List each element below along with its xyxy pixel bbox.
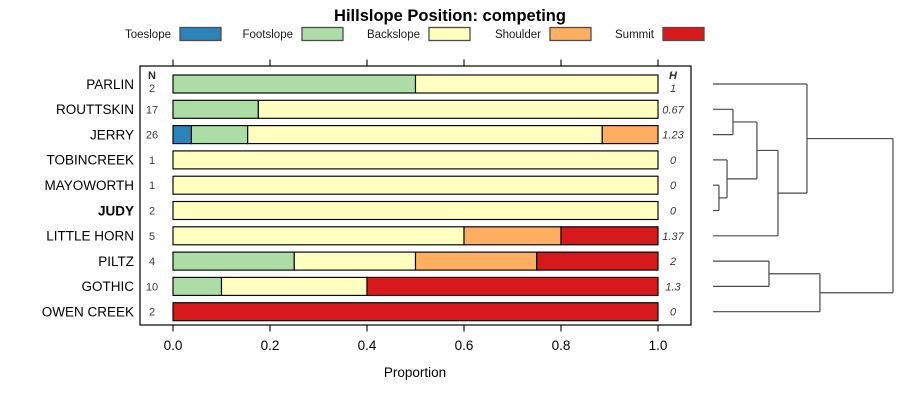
bar-segment-footslope: [172, 251, 295, 271]
row-label: JERRY: [90, 127, 134, 142]
row-label: LITTLE HORN: [46, 229, 134, 244]
legend-label-toeslope: Toeslope: [125, 29, 171, 41]
x-axis-tick-label: 0.8: [552, 338, 571, 353]
chart-title: Hillslope Position: competing: [334, 7, 566, 25]
legend-swatch-toeslope: [179, 26, 222, 42]
bar-segment-shoulder: [601, 125, 659, 145]
row-label: PILTZ: [98, 254, 134, 269]
bars: PARLIN 2 1 ROUTTSKIN 17 0.67 JERRY 26 1.23 TOBINC…: [42, 74, 685, 322]
row-n-value: 4: [149, 256, 155, 268]
bar-segment-backslope: [220, 276, 368, 296]
bar-segment-backslope: [172, 150, 659, 170]
row-n-value: 10: [146, 281, 158, 293]
plot-box: [139, 65, 692, 326]
legend-label-summit: Summit: [615, 29, 655, 41]
bar-segment-backslope: [172, 200, 659, 221]
legend-label-backslope: Backslope: [367, 29, 420, 41]
bar-segment-footslope: [172, 74, 417, 94]
bar-segment-summit: [536, 251, 659, 271]
row-n-value: 17: [146, 104, 158, 116]
x-axis-label: Proportion: [384, 365, 446, 380]
bar-segment-backslope: [293, 251, 417, 271]
plot-area: N H 0.0 0.2 0.4 0.6 0.8 1.0 Proportion PARLIN…: [42, 59, 692, 380]
row-h-value: 1: [670, 83, 676, 95]
bar-segment-backslope: [247, 125, 603, 145]
bar-segment-footslope: [172, 276, 223, 296]
row-label: JUDY: [98, 203, 134, 218]
bar-segment-toeslope: [172, 125, 193, 145]
dendrogram: [713, 83, 894, 313]
row-h-value: 0: [670, 206, 677, 218]
x-axis-tick-label: 0.0: [164, 338, 183, 353]
row-n-value: 2: [149, 83, 155, 95]
row-label: TOBINCREEK: [46, 153, 134, 168]
x-axis-tick-label: 1.0: [649, 338, 668, 353]
h-column-header: H: [669, 70, 678, 82]
x-axis-tick-label: 0.4: [358, 338, 377, 353]
bar-segment-shoulder: [463, 226, 562, 246]
bar-segment-summit: [172, 302, 659, 322]
bar-segment-backslope: [172, 175, 659, 195]
row-h-value: 0: [670, 307, 677, 319]
row-h-value: 2: [669, 256, 676, 268]
x-axis: 0.0 0.2 0.4 0.6 0.8 1.0: [164, 59, 668, 353]
row-n-value: 2: [149, 206, 155, 218]
x-axis-tick-label: 0.6: [455, 338, 474, 353]
legend-swatch-summit: [662, 26, 705, 42]
row-h-value: 1.37: [662, 231, 684, 243]
row-n-value: 1: [149, 180, 155, 192]
row-n-value: 2: [149, 307, 155, 319]
row-label: OWEN CREEK: [42, 305, 134, 320]
row-label: PARLIN: [86, 77, 134, 92]
row-h-value: 0.67: [662, 104, 684, 116]
bar-segment-footslope: [190, 125, 249, 145]
row-n-value: 1: [149, 155, 155, 167]
row-label: ROUTTSKIN: [56, 102, 134, 117]
legend-swatch-shoulder: [549, 26, 592, 42]
row-h-value: 1.3: [665, 281, 681, 293]
legend: Toeslope Footslope Backslope Shoulder Summit: [125, 26, 705, 42]
row-label: GOTHIC: [82, 279, 135, 294]
legend-swatch-footslope: [301, 26, 344, 42]
row-n-value: 26: [146, 130, 158, 142]
bar-segment-backslope: [414, 74, 659, 94]
legend-label-shoulder: Shoulder: [495, 29, 541, 41]
bar-segment-backslope: [257, 99, 659, 119]
legend-swatch-backslope: [428, 26, 471, 42]
bar-segment-backslope: [172, 226, 465, 246]
bar-segment-summit: [366, 276, 659, 296]
bar-segment-shoulder: [414, 251, 538, 271]
n-column-header: N: [148, 70, 156, 82]
bar-segment-footslope: [172, 99, 259, 119]
row-n-value: 5: [149, 231, 155, 243]
bar-segment-summit: [560, 226, 659, 246]
x-axis-tick-label: 0.2: [261, 338, 280, 353]
row-h-value: 1.23: [662, 130, 684, 142]
legend-label-footslope: Footslope: [242, 29, 293, 41]
row-label: MAYOWORTH: [45, 178, 135, 193]
row-h-value: 0: [670, 155, 677, 167]
row-h-value: 0: [670, 180, 677, 192]
